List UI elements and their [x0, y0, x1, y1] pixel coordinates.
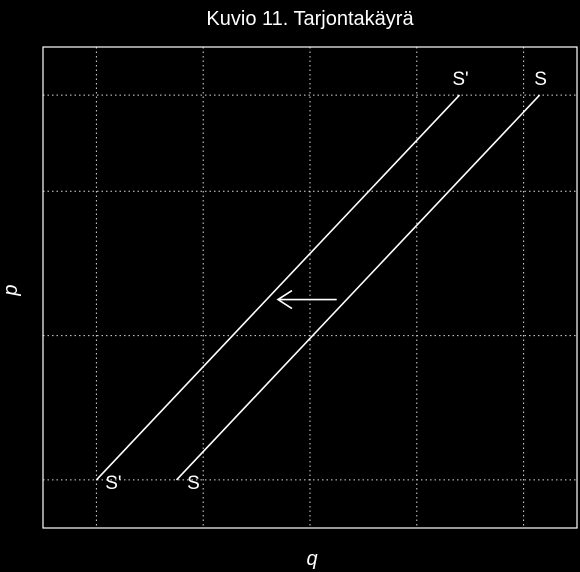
plot-frame — [42, 46, 578, 529]
supply-end-label: S — [534, 69, 547, 90]
series-layer: S' S' S S — [95, 69, 547, 494]
chart-title: Kuvio 11. Tarjontakäyrä — [206, 8, 414, 30]
x-axis-label: q — [306, 548, 317, 570]
shift-arrow-head-icon — [276, 289, 293, 310]
supply-start-label: S — [187, 473, 200, 494]
supply-curve-line — [175, 94, 541, 481]
grid-lines — [43, 47, 577, 528]
annotation-layer — [276, 289, 337, 310]
shifted-supply-curve-line — [95, 94, 461, 481]
shifted-supply-start-label: S' — [105, 473, 121, 494]
shifted-supply-end-label: S' — [452, 69, 468, 90]
y-axis-label: p — [0, 284, 22, 296]
